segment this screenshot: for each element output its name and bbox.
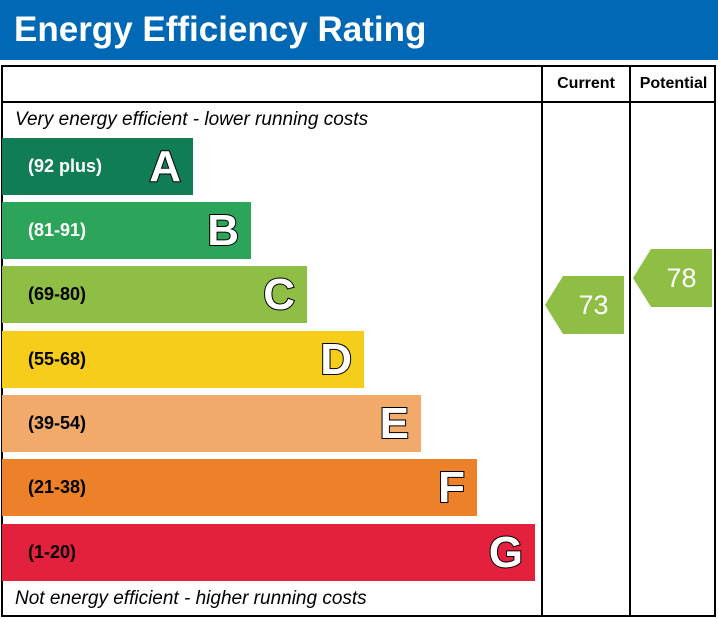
potential-column-header: Potential — [639, 75, 708, 92]
band-letter: C — [262, 269, 296, 320]
band-letter: D — [319, 334, 353, 385]
band-range: (1-20) — [28, 542, 77, 562]
band-range: (55-68) — [28, 349, 87, 369]
page-title: Energy Efficiency Rating — [0, 0, 718, 60]
band-bar-f: (21-38) F — [2, 459, 477, 516]
current-column-header: Current — [557, 75, 615, 92]
band-bar-a: (92 plus) A — [2, 138, 193, 195]
bottom-note: Not energy efficient - higher running co… — [15, 588, 367, 609]
band-range: (81-91) — [28, 220, 87, 240]
potential-rating-value: 78 — [666, 263, 697, 293]
potential-arrow-shape — [633, 249, 712, 307]
column-divider — [541, 65, 543, 617]
band-letter: A — [148, 141, 182, 192]
header-divider — [1, 101, 716, 103]
band-bar-d: (55-68) D — [2, 331, 364, 388]
current-rating-arrow: 73 — [545, 276, 624, 334]
band-range: (39-54) — [28, 413, 87, 433]
potential-rating-arrow: 78 — [633, 249, 712, 307]
band-bar-b: (81-91) B — [2, 202, 251, 259]
band-bar-c: (69-80) C — [2, 266, 307, 323]
band-letter: F — [437, 462, 466, 513]
band-bar-e: (39-54) E — [2, 395, 421, 452]
column-divider — [629, 65, 631, 617]
band-letter: G — [488, 527, 524, 578]
band-range: (21-38) — [28, 477, 87, 497]
current-rating-value: 73 — [578, 290, 609, 320]
band-range: (92 plus) — [28, 156, 103, 176]
band-letter: E — [379, 398, 410, 449]
top-note: Very energy efficient - lower running co… — [15, 109, 369, 130]
band-letter: B — [206, 205, 240, 256]
band-bar-g: (1-20) G — [2, 524, 535, 581]
band-range: (69-80) — [28, 284, 87, 304]
current-arrow-shape — [545, 276, 624, 334]
